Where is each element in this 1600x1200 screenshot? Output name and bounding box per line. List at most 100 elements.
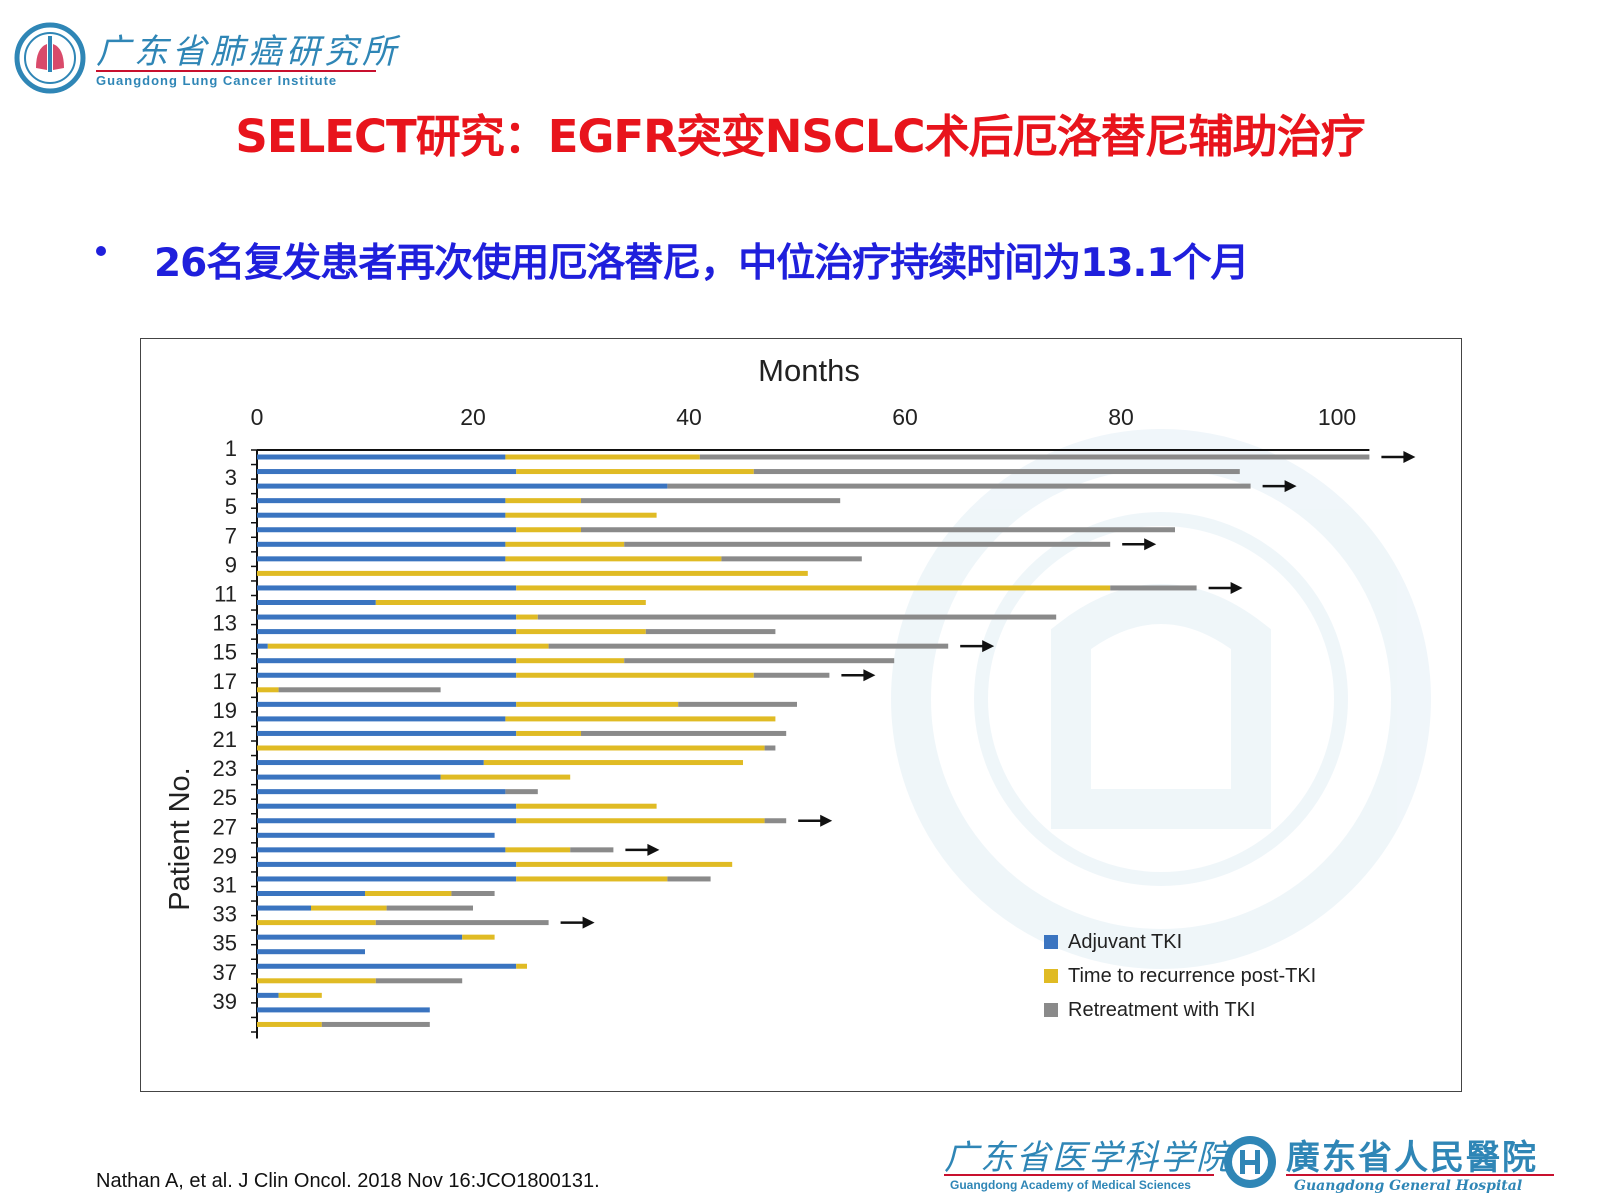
bar-segment: [516, 861, 733, 867]
bar-segment: [257, 876, 517, 882]
bar-segment: [624, 541, 1111, 547]
x-tick-label: 80: [1108, 404, 1134, 430]
bar-segment: [624, 658, 895, 664]
bar-segment: [257, 527, 517, 533]
bar-segment: [257, 847, 506, 853]
bar-segment: [721, 556, 862, 562]
bar-segment: [483, 760, 743, 766]
bar-segment: [753, 469, 1240, 475]
bullet-icon: [96, 246, 106, 256]
bar-segment: [516, 585, 1111, 591]
bar-segment: [440, 774, 571, 780]
bar-segment: [505, 556, 722, 562]
bar-segment: [257, 483, 668, 489]
y-tick-label: 11: [214, 582, 237, 607]
bar-segment: [667, 483, 1251, 489]
y-tick-label: 15: [213, 640, 237, 665]
x-tick-label: 100: [1318, 404, 1356, 430]
bar-segment: [257, 469, 517, 475]
legend-swatch: [1044, 1003, 1058, 1017]
x-tick-label: 20: [460, 404, 486, 430]
bar-segment: [278, 687, 441, 693]
bar-segment: [375, 978, 463, 984]
bar-segment: [257, 760, 484, 766]
bar-segment: [764, 745, 776, 751]
bar-segment: [516, 629, 646, 635]
bar-segment: [365, 891, 452, 896]
bar-segment: [278, 992, 322, 998]
continuation-arrowhead: [647, 843, 660, 856]
y-tick-label: 9: [225, 552, 237, 577]
bar-segment: [257, 745, 765, 751]
bar-segment: [257, 978, 376, 984]
bar-segment: [516, 818, 765, 824]
bar-segment: [257, 789, 506, 795]
bar-segment: [257, 454, 506, 460]
bar-segment: [257, 614, 517, 620]
bar-segment: [257, 920, 376, 926]
bar-segment: [516, 701, 679, 707]
legend: Adjuvant TKI Time to recurrence post-TKI R…: [1044, 931, 1316, 1021]
y-tick-label: 1: [225, 436, 237, 461]
academy-divider: [944, 1174, 1214, 1176]
bar-segment: [257, 570, 808, 576]
bar-segment: [516, 730, 581, 736]
legend-label: Retreatment with TKI: [1068, 999, 1255, 1021]
academy-logo-cn: 广东省医学科学院: [944, 1138, 1232, 1178]
slide-title: SELECT研究：EGFR突变NSCLC术后厄洛替尼辅助治疗: [235, 110, 1365, 163]
bar-segment: [516, 658, 625, 664]
citation: Nathan A, et al. J Clin Oncol. 2018 Nov …: [96, 1170, 600, 1192]
bar-segment: [516, 469, 754, 475]
legend-label: Time to recurrence post-TKI: [1068, 965, 1316, 987]
bar-segment: [505, 541, 625, 547]
bar-segment: [267, 643, 549, 649]
y-tick-label: 19: [213, 698, 237, 723]
continuation-arrowhead: [582, 916, 595, 929]
bar-segment: [257, 1007, 430, 1013]
bar-segment: [257, 643, 268, 649]
x-tick-label: 60: [892, 404, 918, 430]
continuation-arrowhead: [1144, 538, 1157, 551]
bar-segment: [505, 716, 776, 722]
bar-segment: [257, 687, 279, 693]
bar-segment: [375, 920, 549, 926]
bar-segment: [753, 672, 830, 678]
bar-segment: [257, 1021, 322, 1027]
bar-segment: [257, 716, 506, 722]
y-tick-label: 39: [213, 989, 237, 1014]
institute-logo-cn: 广东省肺癌研究所: [96, 32, 400, 72]
bar-segment: [257, 963, 517, 969]
y-tick-label: 17: [213, 669, 237, 694]
bar-segment: [257, 512, 506, 518]
bar-segment: [570, 847, 614, 853]
bar-segment: [1110, 585, 1197, 591]
bar-segment: [257, 832, 495, 838]
y-tick-label: 31: [213, 873, 237, 898]
bar-segment: [257, 905, 311, 911]
hospital-emblem-icon: [1224, 1136, 1276, 1188]
bars: [257, 454, 1370, 1027]
y-tick-label: 37: [213, 960, 237, 985]
continuation-arrowhead: [1284, 480, 1297, 493]
bar-segment: [516, 527, 581, 533]
y-axis-label: Patient No.: [164, 767, 196, 910]
bar-segment: [257, 585, 517, 591]
bar-segment: [505, 454, 700, 460]
y-tick-label: 23: [213, 756, 237, 781]
y-tick-label: 21: [213, 727, 237, 752]
bar-segment: [462, 934, 495, 940]
bar-segment: [764, 818, 787, 824]
y-tick-label: 5: [225, 494, 237, 519]
hospital-logo-en: Guangdong General Hospital: [1294, 1178, 1523, 1194]
continuation-arrowhead: [982, 640, 995, 653]
y-tick-label: 13: [213, 611, 237, 636]
hospital-divider: [1286, 1174, 1554, 1176]
bar-segment: [581, 730, 787, 736]
bar-segment: [516, 963, 527, 969]
bar-segment: [581, 498, 841, 504]
y-tick-label: 25: [213, 785, 237, 810]
legend-swatch: [1044, 935, 1058, 949]
bar-segment: [257, 556, 506, 562]
legend-swatch: [1044, 969, 1058, 983]
y-tick-label: 33: [213, 902, 237, 927]
